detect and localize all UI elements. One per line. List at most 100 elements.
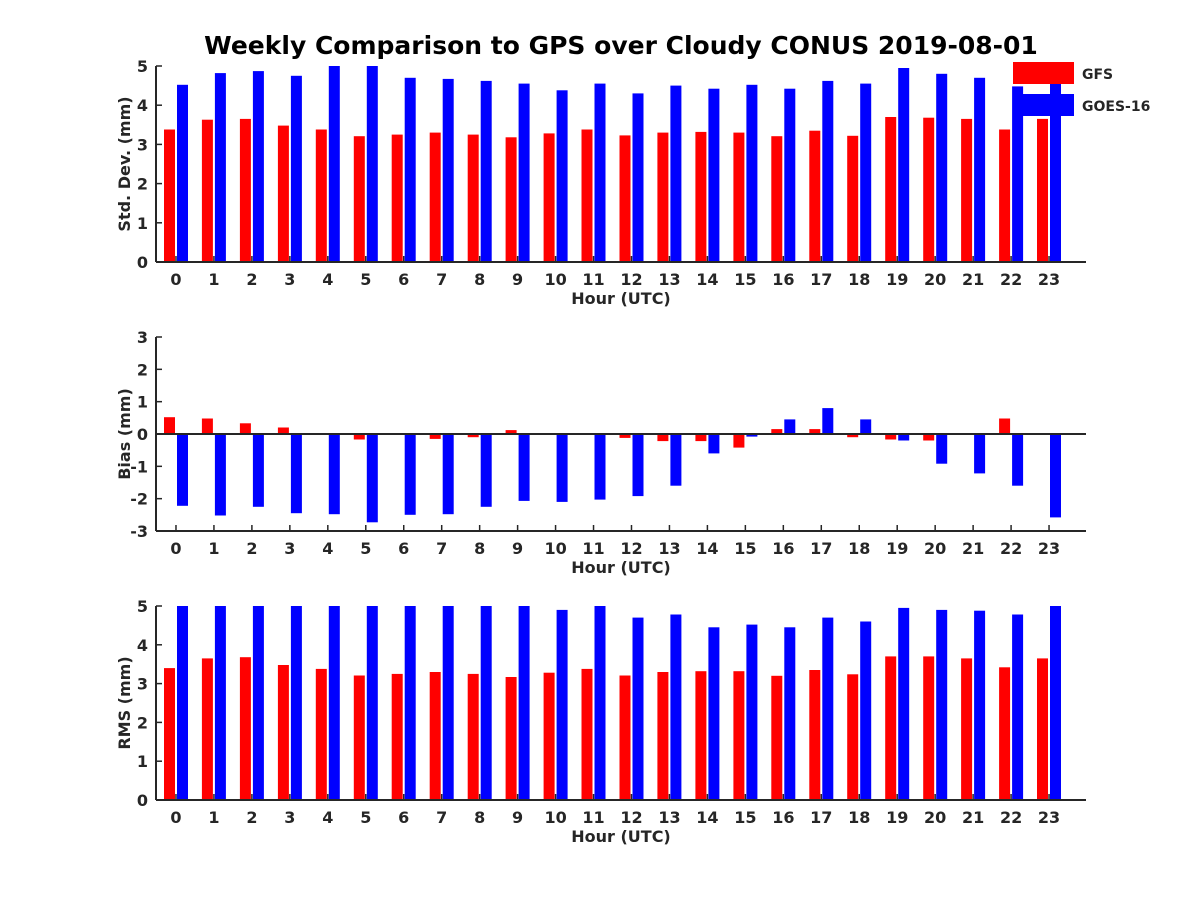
x-tick-label: 6 [398, 808, 409, 827]
bar-goes-16-hour-21 [974, 610, 986, 800]
bar-gfs-hour-11 [581, 668, 593, 800]
x-tick-label: 5 [360, 539, 371, 558]
y-tick-label: 2 [137, 360, 148, 379]
y-axis-label: Std. Dev. (mm) [115, 96, 134, 231]
x-tick-label: 11 [582, 539, 604, 558]
y-axis-label: RMS (mm) [115, 656, 134, 749]
x-tick-label: 17 [810, 270, 832, 289]
x-tick-label: 19 [886, 539, 908, 558]
bar-gfs-hour-1 [201, 658, 213, 800]
bar-gfs-hour-0 [164, 417, 175, 434]
x-tick-label: 12 [620, 808, 642, 827]
x-tick-label: 8 [474, 539, 485, 558]
x-tick-label: 14 [696, 808, 718, 827]
x-tick-label: 13 [658, 808, 680, 827]
bar-gfs-hour-22 [999, 418, 1011, 434]
x-tick-label: 0 [170, 808, 181, 827]
bar-goes-16-hour-8 [480, 606, 492, 800]
bar-gfs-hour-9 [505, 430, 517, 434]
bar-gfs-hour-21 [961, 118, 973, 263]
x-tick-label: 4 [322, 270, 333, 289]
y-tick-label: 0 [137, 425, 148, 444]
bar-goes-16-hour-16 [784, 88, 796, 262]
bar-goes-16-hour-10 [556, 609, 568, 800]
x-tick-label: 20 [924, 539, 946, 558]
bar-gfs-hour-19 [885, 434, 897, 440]
bar-goes-16-hour-3 [290, 606, 302, 800]
x-tick-label: 5 [360, 270, 371, 289]
bar-goes-16-hour-19 [898, 68, 910, 262]
bar-goes-16-hour-18 [860, 419, 872, 434]
bar-goes-16-hour-0 [177, 606, 188, 800]
bar-goes-16-hour-11 [594, 606, 606, 800]
bar-goes-16-hour-22 [1012, 434, 1024, 486]
bar-gfs-hour-14 [695, 671, 707, 800]
bar-goes-16-hour-20 [936, 73, 948, 262]
bar-gfs-hour-15 [733, 434, 745, 448]
y-tick-label: 2 [137, 175, 148, 194]
x-tick-label: 15 [734, 539, 756, 558]
legend-swatch-goes-16 [1013, 94, 1074, 116]
y-tick-label: 4 [137, 96, 148, 115]
bar-gfs-hour-1 [201, 418, 213, 434]
bar-gfs-hour-5 [353, 675, 365, 800]
bar-goes-16-hour-23 [1050, 81, 1061, 262]
x-tick-label: 10 [544, 808, 566, 827]
bar-goes-16-hour-15 [746, 624, 758, 800]
x-tick-label: 18 [848, 808, 870, 827]
x-tick-label: 20 [924, 808, 946, 827]
bar-gfs-hour-13 [657, 672, 669, 800]
bar-goes-16-hour-0 [177, 84, 188, 262]
x-tick-label: 16 [772, 270, 794, 289]
x-tick-label: 11 [582, 808, 604, 827]
bar-goes-16-hour-14 [708, 434, 720, 454]
bar-gfs-hour-16 [771, 675, 783, 800]
x-tick-label: 10 [544, 270, 566, 289]
bar-gfs-hour-13 [657, 434, 669, 442]
bar-goes-16-hour-22 [1012, 86, 1024, 263]
bar-goes-16-hour-7 [442, 434, 454, 515]
bar-gfs-hour-14 [695, 131, 707, 262]
y-tick-label: -1 [130, 457, 148, 476]
x-tick-label: 2 [246, 539, 257, 558]
x-tick-label: 17 [810, 808, 832, 827]
bar-goes-16-hour-23 [1050, 434, 1061, 518]
bar-goes-16-hour-14 [708, 627, 720, 800]
bar-goes-16-hour-4 [328, 606, 340, 800]
y-tick-label: 3 [137, 328, 148, 347]
bar-goes-16-hour-1 [214, 73, 226, 262]
bar-gfs-hour-23 [1037, 658, 1048, 800]
bar-gfs-hour-2 [239, 423, 251, 434]
x-tick-label: 6 [398, 539, 409, 558]
bar-gfs-hour-12 [619, 135, 631, 262]
bar-gfs-hour-19 [885, 117, 897, 262]
y-tick-label: -3 [130, 522, 148, 541]
x-tick-label: 9 [512, 539, 523, 558]
y-tick-label: 3 [137, 135, 148, 154]
bar-gfs-hour-8 [467, 434, 479, 438]
bar-gfs-hour-10 [543, 672, 555, 800]
y-tick-label: 4 [137, 636, 148, 655]
bar-goes-16-hour-20 [936, 609, 948, 800]
bar-gfs-hour-22 [999, 129, 1011, 262]
bar-gfs-hour-7 [429, 672, 441, 800]
bar-goes-16-hour-9 [518, 434, 530, 501]
bar-gfs-hour-20 [923, 656, 935, 800]
bar-goes-16-hour-21 [974, 434, 986, 474]
bar-goes-16-hour-12 [632, 93, 644, 263]
bar-gfs-hour-6 [391, 673, 403, 800]
bar-goes-16-hour-18 [860, 83, 872, 262]
x-tick-label: 22 [1000, 808, 1022, 827]
bar-goes-16-hour-12 [632, 617, 644, 800]
bar-gfs-hour-16 [771, 136, 783, 262]
x-tick-label: 20 [924, 270, 946, 289]
x-tick-label: 0 [170, 539, 181, 558]
x-axis-label: Hour (UTC) [571, 289, 671, 308]
bar-goes-16-hour-22 [1012, 614, 1024, 800]
x-tick-label: 1 [208, 539, 219, 558]
bar-goes-16-hour-7 [442, 606, 454, 800]
x-tick-label: 19 [886, 270, 908, 289]
bar-goes-16-hour-3 [290, 434, 302, 514]
bar-gfs-hour-21 [961, 658, 973, 800]
